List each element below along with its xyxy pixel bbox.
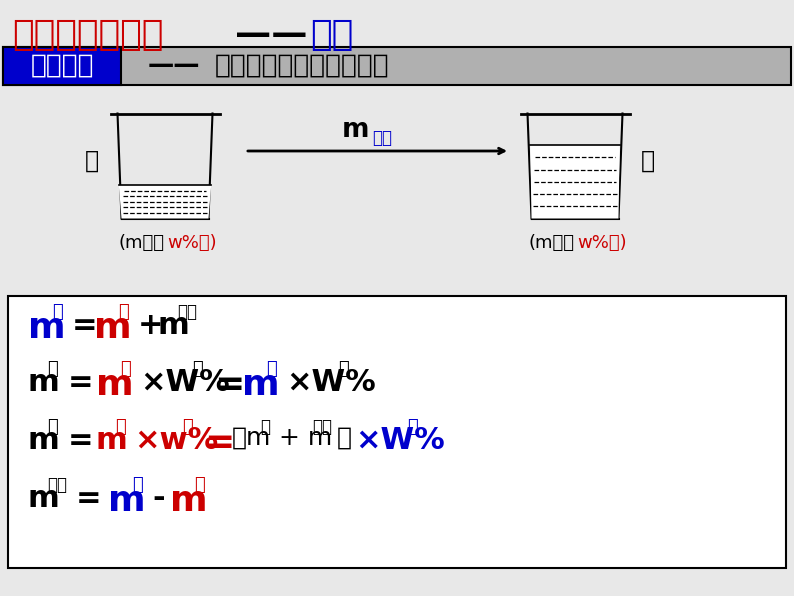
Text: m: m <box>28 484 60 513</box>
Text: + m: + m <box>279 426 332 450</box>
Text: m: m <box>96 426 128 455</box>
Text: 稀: 稀 <box>407 418 418 436</box>
Text: m: m <box>96 368 133 402</box>
Text: m: m <box>28 311 66 345</box>
Text: （m: （m <box>232 426 272 450</box>
Text: ×W%: ×W% <box>286 368 376 397</box>
Text: m: m <box>108 484 145 518</box>
Text: 加水: 加水 <box>47 476 67 494</box>
Bar <box>3 47 121 85</box>
Text: m: m <box>242 368 279 402</box>
Polygon shape <box>530 145 619 219</box>
Text: 稀: 稀 <box>132 476 143 494</box>
Text: 计算依据: 计算依据 <box>30 53 94 79</box>
Bar <box>3 47 791 85</box>
Text: ×w%: ×w% <box>134 426 218 455</box>
Text: 浓: 浓 <box>120 360 131 378</box>
Text: 稀: 稀 <box>266 360 277 378</box>
Text: m: m <box>28 368 60 397</box>
Text: 浓: 浓 <box>194 476 205 494</box>
Text: 加水: 加水 <box>312 418 332 436</box>
Text: ×W%: ×W% <box>355 426 445 455</box>
Text: =: = <box>204 426 234 460</box>
Text: 加水: 加水 <box>372 129 392 147</box>
Text: 浓: 浓 <box>115 418 125 436</box>
Text: 加水: 加水 <box>177 303 197 321</box>
Text: 浓: 浓 <box>85 149 99 173</box>
Text: 质: 质 <box>47 418 58 436</box>
Text: 二、溶液的稀释: 二、溶液的稀释 <box>12 18 164 52</box>
Text: 质: 质 <box>47 360 58 378</box>
Text: ——: —— <box>235 18 307 52</box>
Text: =: = <box>76 484 102 513</box>
Text: 稀: 稀 <box>641 149 655 173</box>
Text: m: m <box>94 311 132 345</box>
Text: -: - <box>152 484 164 513</box>
Text: 稀: 稀 <box>338 360 349 378</box>
Text: 浓: 浓 <box>192 360 202 378</box>
Text: m: m <box>170 484 207 518</box>
Text: (m稀，: (m稀， <box>529 234 575 252</box>
Text: 加水: 加水 <box>310 18 353 52</box>
Text: m: m <box>158 311 190 340</box>
Text: 浓: 浓 <box>118 303 129 321</box>
Polygon shape <box>119 185 211 219</box>
Text: +: + <box>138 311 164 340</box>
Text: ×W%: ×W% <box>140 368 229 397</box>
Text: ）: ） <box>337 426 352 450</box>
Text: =: = <box>72 311 98 340</box>
Text: ——: —— <box>148 53 201 79</box>
Text: w%浓): w%浓) <box>167 234 217 252</box>
Text: m: m <box>341 117 368 143</box>
Text: 浓: 浓 <box>182 418 193 436</box>
Bar <box>8 296 786 568</box>
Text: 浓: 浓 <box>260 418 270 436</box>
Text: m: m <box>28 426 60 455</box>
Text: 稀: 稀 <box>52 303 63 321</box>
Text: 稀释前后，溶质质量不变: 稀释前后，溶质质量不变 <box>215 53 390 79</box>
Text: =: = <box>68 426 94 455</box>
Text: =: = <box>68 368 94 397</box>
Text: =: = <box>214 368 245 402</box>
Text: (m浓，: (m浓， <box>119 234 165 252</box>
Text: w%稀): w%稀) <box>577 234 626 252</box>
